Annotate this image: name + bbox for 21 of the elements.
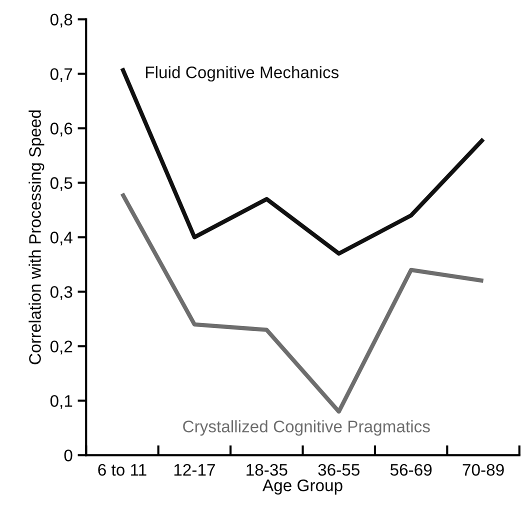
y-tick-label: 0,5: [50, 177, 72, 191]
y-tick-label: 0,6: [50, 122, 72, 136]
x-tick-label: 12-17: [174, 464, 215, 476]
x-tick-label: 6 to 11: [98, 464, 146, 476]
y-tick-label: 0,2: [50, 340, 72, 354]
y-tick-label: 0,3: [50, 286, 72, 300]
line-series: [120, 192, 486, 414]
x-axis-title: Age Group: [262, 479, 342, 495]
text: Crystallized Cognitive Pragmatics: [183, 420, 430, 436]
y-tick-label: 0,8: [50, 14, 72, 28]
y-tick-label: 0,7: [50, 68, 72, 82]
y-tick-label: 0,4: [50, 232, 72, 246]
line-series: [120, 66, 486, 256]
x-tick-label: 18-35: [246, 464, 288, 476]
y-tick-label: 0: [64, 450, 72, 462]
x-tick-label: 56-69: [390, 464, 432, 476]
y-axis-title: Correlation with Processing Speed: [28, 110, 44, 364]
x-tick-label: 70-89: [462, 464, 504, 476]
x-tick-label: 36-55: [318, 464, 360, 476]
series-label: Fluid Cognitive Mechanics: [146, 66, 339, 82]
y-tick-label: 0,1: [50, 395, 72, 409]
